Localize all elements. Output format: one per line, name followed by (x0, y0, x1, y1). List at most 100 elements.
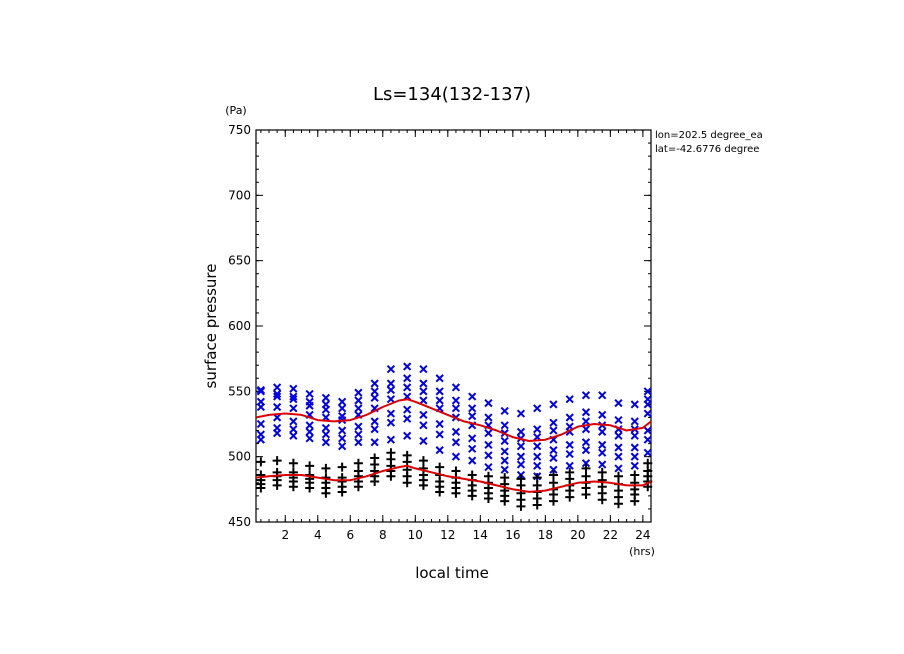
x-unit-label: (hrs) (629, 545, 655, 558)
x-marker-point (643, 400, 652, 409)
x-marker-point (516, 460, 526, 469)
x-marker-point (581, 391, 591, 400)
plus-marker-point (516, 474, 526, 484)
x-marker-point (549, 426, 558, 435)
plus-marker-point (630, 470, 640, 480)
plus-marker-point (643, 466, 653, 476)
x-tick-label: 16 (505, 528, 520, 542)
x-marker-point (419, 421, 428, 430)
x-marker-point (451, 427, 461, 436)
x-tick-label: 24 (635, 528, 650, 542)
x-marker-point (630, 417, 639, 426)
plus-marker-point (483, 471, 493, 481)
x-marker-point (386, 385, 396, 395)
y-tick-label: 700 (228, 188, 251, 202)
x-tick-label: 10 (408, 528, 423, 542)
x-marker-point (630, 431, 639, 440)
x-marker-point (500, 456, 509, 465)
x-marker-point (565, 395, 574, 404)
x-marker-point (256, 385, 265, 395)
x-marker-point (386, 418, 396, 427)
plus-marker-point (370, 453, 380, 463)
x-marker-point (289, 395, 298, 404)
x-marker-point (468, 434, 477, 443)
x-marker-point (451, 383, 461, 392)
x-marker-point (305, 434, 314, 443)
x-marker-point (256, 397, 265, 406)
x-marker-point (370, 425, 379, 434)
plus-marker-point (548, 470, 558, 480)
y-tick-label: 650 (228, 254, 251, 268)
x-marker-point (630, 400, 639, 409)
x-marker-point (338, 434, 347, 443)
x-marker-point (354, 388, 363, 397)
x-marker-point (435, 396, 444, 405)
chart-title: Ls=134(132-137) (373, 84, 531, 105)
x-marker-point (338, 426, 347, 435)
x-marker-point (289, 392, 298, 401)
plus-marker-point (337, 462, 347, 472)
x-marker-point (289, 425, 298, 434)
x-marker-point (468, 404, 477, 413)
x-marker-point (630, 452, 639, 461)
x-marker-point (598, 427, 607, 436)
y-tick-label: 500 (228, 450, 251, 464)
data-marks (255, 362, 653, 511)
x-marker-point (451, 452, 461, 461)
x-marker-point (516, 442, 526, 451)
plus-marker-point (643, 458, 653, 468)
x-marker-point (643, 409, 652, 418)
x-marker-point (403, 414, 412, 423)
x-marker-point (321, 430, 331, 439)
x-marker-point (386, 409, 396, 418)
lower-mean-curve (255, 464, 652, 493)
plot-frame (255, 129, 652, 523)
plus-marker-point (613, 471, 623, 481)
x-marker-point (419, 396, 428, 405)
plus-marker-point (418, 463, 428, 473)
x-marker-point (321, 393, 331, 402)
x-marker-point (630, 443, 639, 452)
x-marker-point (581, 408, 591, 417)
x-marker-point (451, 396, 461, 405)
x-marker-point (598, 448, 607, 457)
x-marker-point (386, 435, 396, 444)
upper-mean-curve (255, 398, 652, 442)
x-marker-point (435, 374, 444, 383)
x-marker-point (273, 389, 282, 399)
x-marker-point (565, 461, 574, 470)
x-marker-point (516, 409, 526, 418)
x-marker-point (338, 442, 347, 451)
x-marker-point (370, 379, 379, 388)
y-tick-label: 600 (228, 319, 251, 333)
x-tick-label: 2 (281, 528, 289, 542)
x-marker-point (500, 406, 509, 416)
annotation-lat: lat=-42.6776 degree (655, 144, 759, 155)
x-marker-point (643, 426, 652, 435)
plus-marker-point (435, 462, 445, 472)
x-marker-point (451, 404, 461, 413)
x-marker-point (403, 374, 412, 383)
x-tick-label: 12 (440, 528, 455, 542)
x-marker-point (468, 456, 477, 465)
x-marker-point (516, 452, 526, 461)
x-marker-point (500, 447, 509, 456)
x-marker-point (273, 423, 282, 433)
x-tick-label: 4 (314, 528, 322, 542)
plus-marker-point (305, 461, 315, 471)
x-marker-point (533, 425, 542, 434)
plus-marker-point (256, 457, 266, 467)
x-marker-point (581, 446, 591, 455)
x-marker-point (386, 365, 396, 374)
x-marker-point (419, 410, 428, 419)
plus-marker-point (548, 478, 558, 488)
plus-marker-point (597, 467, 607, 477)
x-marker-point (435, 419, 444, 429)
x-marker-point (403, 383, 412, 392)
y-tick-label: 450 (228, 515, 251, 529)
plus-marker-point (451, 466, 461, 476)
x-marker-point (289, 404, 298, 413)
x-marker-point (370, 417, 379, 426)
x-marker-point (614, 398, 623, 408)
